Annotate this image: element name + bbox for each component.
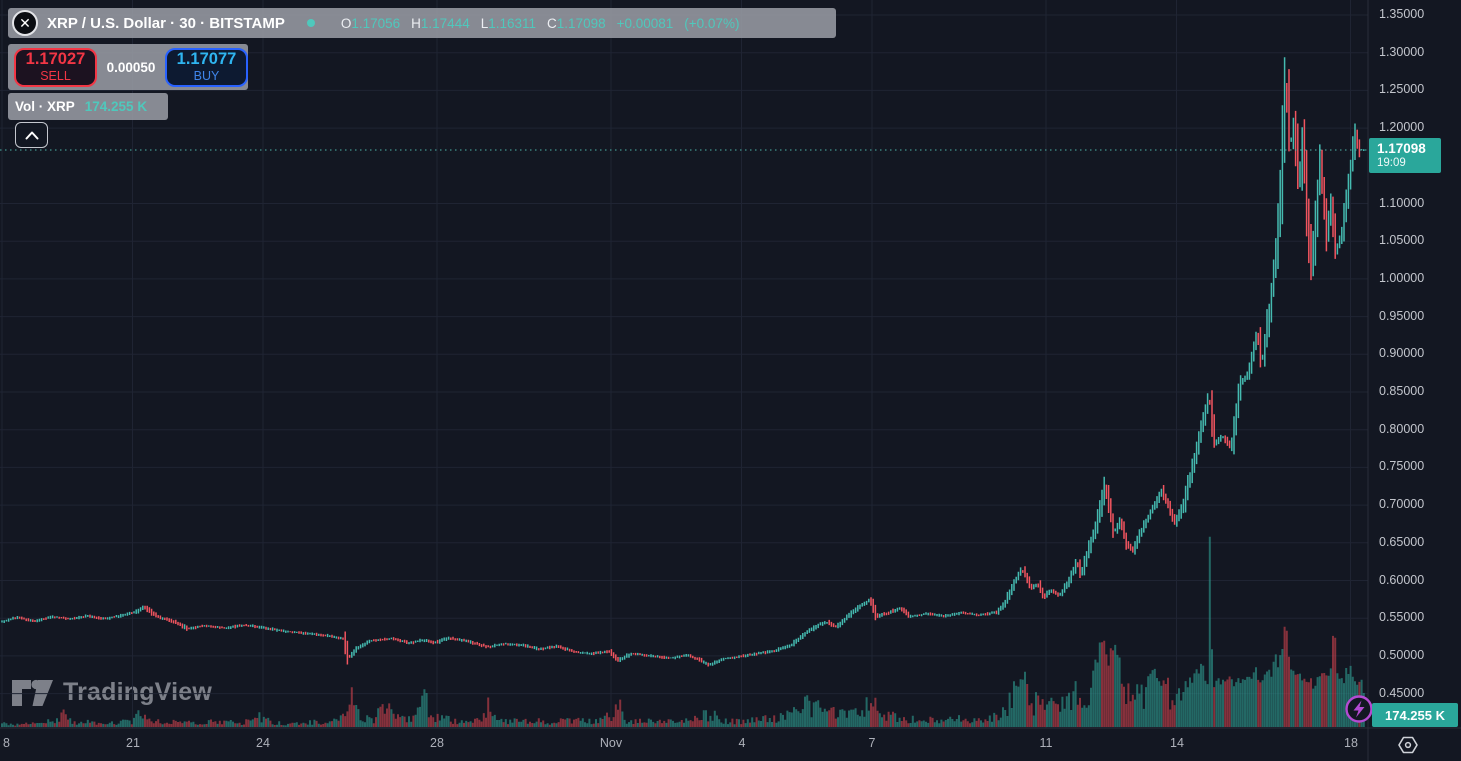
price-scale-settings-icon[interactable] — [1395, 732, 1421, 761]
symbol-legend-row: ✕ XRP / U.S. Dollar · 30 · BITSTAMP O1.1… — [8, 8, 836, 38]
tradingview-logo-icon — [12, 679, 53, 706]
sell-price: 1.17027 — [25, 50, 86, 69]
close-icon[interactable]: ✕ — [12, 10, 38, 36]
sell-label: SELL — [40, 68, 71, 83]
last-price-label: 1.17098 19:09 — [1369, 138, 1441, 173]
trade-panel: 1.17027 SELL 0.00050 1.17077 BUY — [8, 44, 248, 90]
price-axis-label: 1.00000 — [1379, 271, 1425, 285]
change-percent: (+0.07%) — [684, 15, 740, 31]
price-axis-label: 0.55000 — [1379, 610, 1425, 624]
collapse-legend-button[interactable] — [15, 122, 48, 148]
low-value: 1.16311 — [488, 15, 537, 31]
close-value: 1.17098 — [556, 15, 606, 31]
close-label: C — [547, 15, 557, 31]
open-label: O — [340, 15, 352, 31]
low-label: L — [480, 15, 489, 31]
tradingview-watermark: TradingView — [12, 678, 212, 707]
volume-value: 174.255 K — [84, 99, 148, 114]
price-axis-label: 0.70000 — [1379, 497, 1425, 511]
price-axis-label: 0.95000 — [1379, 309, 1425, 323]
price-axis-label: 0.75000 — [1379, 459, 1425, 473]
price-axis-label: 0.65000 — [1379, 535, 1425, 549]
open-value: 1.17056 — [351, 15, 401, 31]
volume-axis-label: 174.255 K — [1372, 703, 1458, 727]
sell-button[interactable]: 1.17027 SELL — [14, 47, 97, 87]
watermark-text: TradingView — [63, 678, 213, 706]
price-axis-label: 1.05000 — [1379, 233, 1425, 247]
time-axis-label: 18 — [1344, 736, 1358, 750]
price-axis-label: 1.20000 — [1379, 120, 1425, 134]
time-axis-label: 8 — [3, 736, 10, 750]
chevron-up-icon — [25, 131, 38, 139]
volume-legend-row: Vol · XRP 174.255 K — [8, 93, 168, 120]
time-axis-label: 7 — [868, 736, 876, 750]
price-axis-label: 1.35000 — [1379, 7, 1425, 21]
time-axis-label: 14 — [1170, 736, 1184, 750]
price-axis-label: 1.30000 — [1379, 45, 1425, 59]
series-bullet-icon — [306, 19, 315, 27]
bar-countdown: 19:09 — [1377, 156, 1406, 169]
price-axis-label: 0.85000 — [1379, 384, 1425, 398]
quick-trade-bolt-icon[interactable] — [1344, 694, 1374, 729]
price-axis-label: 0.90000 — [1379, 346, 1425, 360]
time-axis-label: Nov — [599, 736, 623, 750]
price-axis-label: 1.10000 — [1379, 196, 1425, 210]
buy-price: 1.17077 — [176, 50, 237, 69]
last-price-value: 1.17098 — [1377, 141, 1426, 156]
time-axis-label: 21 — [126, 736, 140, 750]
time-axis-label: 11 — [1039, 736, 1053, 750]
time-axis-label: 4 — [738, 736, 746, 750]
price-axis-label: 0.60000 — [1379, 573, 1425, 587]
price-axis-label: 1.25000 — [1379, 82, 1425, 96]
volume-label: Vol · XRP — [15, 99, 75, 114]
time-axis-label: 28 — [430, 736, 444, 750]
spread-value: 0.00050 — [106, 59, 156, 75]
buy-button[interactable]: 1.17077 BUY — [165, 47, 248, 87]
price-axis-label: 0.80000 — [1379, 422, 1425, 436]
ohlc-values: O1.17056 H1.17444 L1.16311 C1.17098 +0.0… — [341, 16, 740, 31]
buy-label: BUY — [193, 68, 220, 83]
time-axis-label: 24 — [256, 736, 270, 750]
price-axis-label: 0.45000 — [1379, 686, 1425, 700]
high-label: H — [411, 15, 421, 31]
high-value: 1.17444 — [420, 15, 470, 31]
change-value: +0.00081 — [616, 15, 674, 31]
price-axis-label: 0.50000 — [1379, 648, 1425, 662]
symbol-title[interactable]: XRP / U.S. Dollar · 30 · BITSTAMP — [47, 14, 285, 32]
